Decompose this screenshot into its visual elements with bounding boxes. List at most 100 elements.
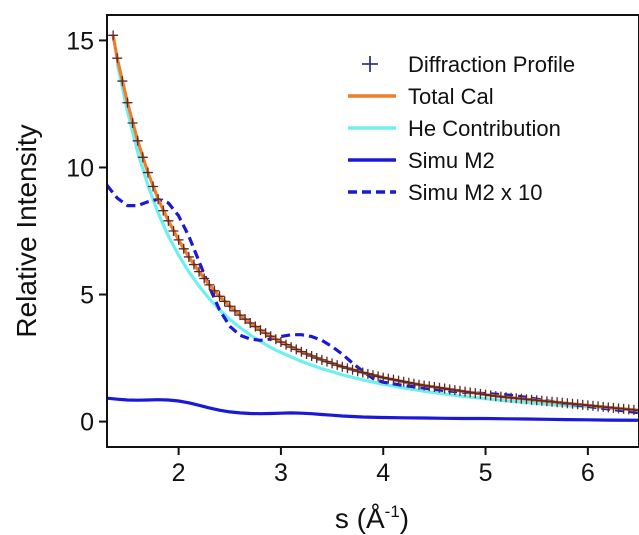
data-point-marker (255, 325, 266, 336)
data-point-marker (194, 266, 205, 277)
data-point-marker (281, 339, 292, 350)
data-point-marker (342, 363, 353, 374)
data-point-marker (301, 348, 312, 359)
data-point-marker (108, 30, 119, 41)
data-point-marker (219, 296, 230, 307)
data-point-marker (321, 356, 332, 367)
series-diffraction-profile (108, 30, 639, 416)
legend: Diffraction Profile Total Cal He Contribut… (348, 52, 575, 205)
data-point-marker (163, 215, 174, 226)
data-point-marker (204, 279, 215, 290)
data-point-marker (414, 379, 425, 390)
data-point-marker (178, 243, 189, 254)
data-point-marker (296, 346, 307, 357)
x-tick-label: 5 (479, 459, 493, 487)
ticks-layer: 2 3 4 5 6 0 5 10 15 (66, 27, 595, 487)
data-point-marker (286, 342, 297, 353)
data-point-marker (485, 390, 496, 401)
data-point-marker (460, 386, 471, 397)
data-point-marker (235, 310, 245, 321)
data-point-marker (368, 370, 378, 381)
data-point-marker (142, 167, 153, 178)
data-point-marker (117, 76, 128, 87)
data-point-marker (403, 377, 414, 388)
data-point-marker (429, 382, 440, 393)
data-point-marker (465, 387, 476, 398)
data-point-marker (352, 366, 363, 377)
legend-entry: Diffraction Profile (362, 52, 575, 77)
data-point-marker (357, 367, 368, 378)
x-axis-title-superscript: -1 (385, 502, 400, 521)
data-point-marker (439, 383, 450, 394)
x-axis-title-end: ) (400, 503, 409, 534)
data-point-marker (388, 374, 399, 385)
y-axis-title: Relative Intensity (11, 124, 42, 337)
data-point-marker (378, 372, 389, 383)
data-point-marker (199, 273, 210, 284)
data-point-marker (316, 354, 327, 365)
data-point-marker (132, 135, 143, 146)
data-point-marker (112, 53, 123, 64)
legend-label: Total Cal (408, 84, 494, 109)
data-point-marker (260, 328, 271, 339)
x-tick-label: 4 (376, 459, 390, 487)
legend-label: Simu M2 x 10 (408, 180, 543, 205)
data-point-marker (634, 405, 639, 416)
data-point-marker (291, 344, 302, 355)
data-point-marker (270, 334, 281, 345)
series-layer (107, 30, 639, 422)
data-point-marker (183, 251, 194, 262)
data-point-marker (383, 373, 394, 384)
data-point-marker (214, 291, 225, 302)
y-tick-label: 15 (66, 27, 94, 55)
data-point-marker (327, 358, 338, 369)
data-point-marker (188, 259, 199, 270)
data-point-marker (306, 351, 317, 362)
data-point-marker (480, 389, 491, 400)
series-line-simu-m2 (107, 396, 639, 422)
y-tick-label: 5 (80, 282, 94, 310)
data-point-marker (265, 331, 276, 342)
y-tick-label: 0 (80, 409, 94, 437)
data-point-marker (153, 194, 164, 205)
data-point-marker (347, 364, 358, 375)
x-tick-label: 2 (172, 459, 186, 487)
data-point-marker (393, 375, 404, 386)
x-axis-title-main: s (Å (335, 503, 385, 534)
data-point-marker (229, 305, 240, 316)
data-point-marker (373, 371, 384, 382)
data-point-marker (398, 376, 409, 387)
data-point-marker (224, 301, 235, 312)
data-point-marker (127, 118, 138, 128)
data-point-marker (148, 181, 159, 192)
data-point-marker (122, 97, 133, 108)
data-point-marker (454, 385, 465, 396)
data-point-marker (275, 337, 286, 348)
data-point-marker (209, 285, 220, 296)
x-tick-label: 3 (274, 459, 288, 487)
legend-entry: Simu M2 (348, 148, 495, 173)
data-point-marker (434, 382, 445, 393)
legend-swatch (362, 56, 378, 72)
data-point-marker (408, 378, 419, 389)
legend-entry: Total Cal (348, 84, 494, 109)
data-point-marker (424, 381, 435, 392)
data-point-marker (444, 384, 455, 395)
x-tick-label: 6 (581, 459, 595, 487)
data-point-marker (332, 360, 343, 371)
legend-label: Simu M2 (408, 148, 495, 173)
data-point-marker (158, 205, 169, 216)
data-point-marker (311, 353, 322, 364)
series-line-total-cal (111, 35, 639, 412)
x-axis-title: s (Å-1) (335, 502, 409, 534)
data-point-marker (173, 234, 184, 245)
data-point-marker (240, 314, 251, 325)
legend-entry: Simu M2 x 10 (348, 180, 543, 205)
data-point-marker (168, 226, 179, 236)
data-point-marker (449, 385, 460, 396)
legend-entry: He Contribution (348, 116, 561, 141)
legend-label: Diffraction Profile (408, 52, 575, 77)
y-tick-label: 10 (66, 154, 94, 182)
data-point-marker (337, 361, 348, 372)
